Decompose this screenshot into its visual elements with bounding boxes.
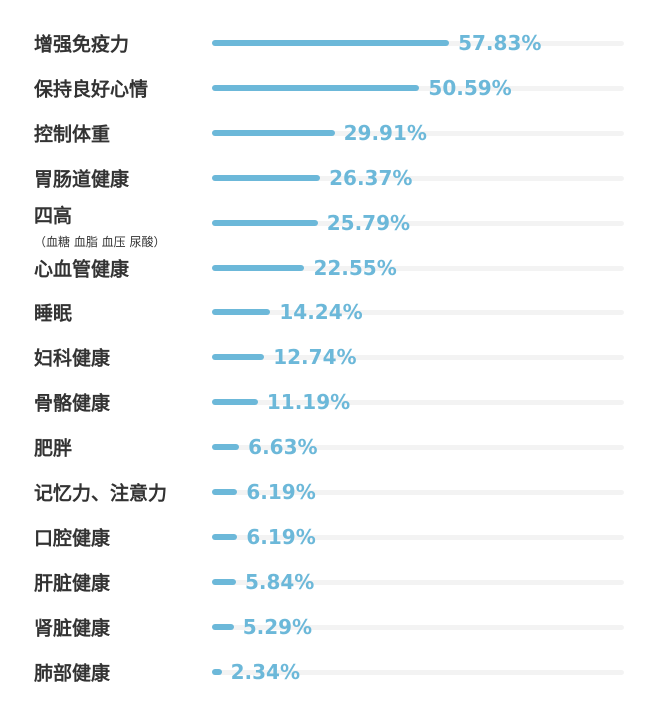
value-label: 11.19% (266, 390, 351, 415)
category-label: 心血管健康 (34, 258, 130, 280)
category-label: 四高 (34, 204, 73, 227)
category-label: 肥胖 (34, 437, 73, 460)
chart-row: 增强免疫力 57.83% (0, 21, 657, 65)
category-label: 肺部健康 (34, 662, 111, 685)
value-label: 2.34% (230, 659, 300, 684)
value-label: 25.79% (326, 210, 411, 235)
chart-row: 四高 （血糖 血脂 血压 尿酸） 25.79% (0, 201, 657, 249)
bar-track (212, 265, 624, 271)
value-label: 26.37% (329, 165, 413, 190)
chart-row: 保持良好心情 50.59% (0, 66, 657, 110)
chart-row: 心血管健康 22.55% (0, 246, 657, 290)
category-label: 口腔健康 (34, 527, 111, 550)
bar-track (212, 310, 624, 316)
value-label: 50.59% (428, 75, 512, 100)
bar (212, 219, 318, 226)
bar-track (212, 130, 624, 136)
chart-row: 肥胖 6.63% (0, 425, 657, 469)
bar (212, 84, 420, 91)
bar-track (212, 624, 624, 630)
bar (212, 174, 321, 181)
category-label: 控制体重 (34, 123, 111, 146)
category-label: 妇科健康 (34, 347, 111, 370)
bar-track (212, 669, 624, 675)
value-label: 57.83% (458, 31, 542, 55)
value-label: 5.84% (244, 569, 315, 594)
bar-track (212, 534, 624, 540)
category-label: 胃肠道健康 (34, 168, 130, 191)
category-label: 睡眠 (34, 302, 73, 325)
value-label: 6.19% (246, 524, 316, 549)
chart-row: 口腔健康 6.19% (0, 515, 657, 559)
bar-track (212, 490, 624, 495)
bar (212, 264, 305, 271)
value-label: 14.24% (279, 300, 363, 325)
bar-track (212, 355, 624, 361)
category-label: 记忆力、注意力 (34, 482, 168, 505)
category-label: 保持良好心情 (34, 78, 149, 101)
value-label: 12.74% (273, 345, 357, 370)
chart-row: 肝脏健康 5.84% (0, 560, 657, 604)
value-label: 22.55% (313, 255, 397, 280)
category-label: 增强免疫力 (34, 33, 130, 56)
value-label: 6.19% (246, 480, 316, 504)
bar-track (212, 175, 624, 181)
chart-row: 肾脏健康 5.29% (0, 605, 657, 649)
bar (212, 40, 450, 46)
chart-row: 妇科健康 12.74% (0, 335, 657, 379)
bar-track (212, 579, 624, 585)
category-label: 骨骼健康 (34, 392, 111, 415)
chart-row: 骨骼健康 11.19% (0, 380, 657, 424)
bar (212, 129, 335, 136)
bar-track (212, 400, 624, 406)
bar (212, 489, 238, 495)
chart-row: 控制体重 29.91% (0, 111, 657, 155)
bar (212, 399, 258, 406)
bar-track (212, 445, 624, 451)
bar (212, 354, 265, 361)
category-label: 肝脏健康 (34, 572, 111, 595)
bar (212, 444, 240, 451)
chart-row: 胃肠道健康 26.37% (0, 156, 657, 200)
category-sublabel: （血糖 血脂 血压 尿酸） (34, 234, 166, 249)
value-label: 29.91% (343, 120, 427, 145)
bar (212, 668, 222, 675)
bar (212, 309, 271, 316)
chart-row: 睡眠 14.24% (0, 290, 657, 334)
value-label: 5.29% (242, 614, 313, 639)
value-label: 6.63% (248, 435, 318, 460)
category-label: 肾脏健康 (34, 617, 111, 640)
chart-row: 记忆力、注意力 6.19% (0, 470, 657, 514)
bar (212, 533, 238, 540)
bar-track (212, 220, 624, 226)
chart-row: 肺部健康 2.34% (0, 650, 657, 694)
bar (212, 578, 236, 585)
bar (212, 623, 234, 630)
